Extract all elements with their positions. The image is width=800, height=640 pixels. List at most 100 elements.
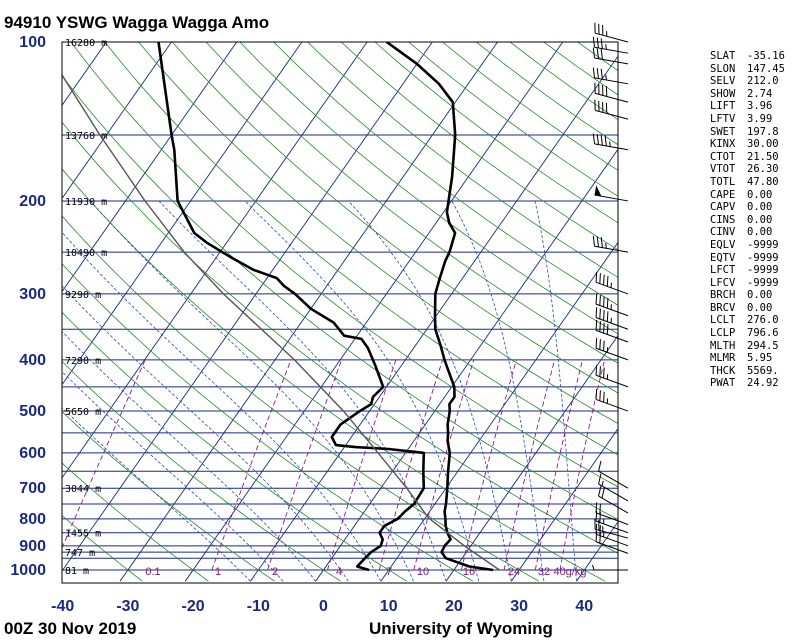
wind-barb-feather [595,388,598,400]
wind-barb-staff [595,303,629,317]
wind-barb-feather [599,308,601,320]
height-label: 9290 m [65,290,101,301]
wind-barb-feather [603,296,605,307]
wind-barb-staff [595,520,629,534]
dry-adiabat [62,462,209,582]
isotherm-line [62,42,238,293]
wind-barb-feather [606,311,609,322]
index-value: 294.5 [747,339,779,352]
wind-barb-half-feather [605,74,607,81]
wind-barb-staff [595,528,629,539]
dewpoint-profile-line [157,42,426,572]
wind-barb-feather [596,48,599,59]
height-label: 747 m [65,548,95,559]
index-value: 3.96 [747,100,773,113]
wind-barb-feather [603,322,605,334]
wind-barb [595,388,629,412]
wind-barb [594,185,629,202]
wind-barb-feather [603,367,605,379]
moist-adiabat [451,200,545,582]
height-label: 11930 m [65,197,107,208]
dry-adiabat [239,42,618,335]
wind-barb-staff [594,77,629,85]
wind-barb-feather [606,275,609,287]
index-row: MLTH 294.5 [710,340,785,353]
index-row: VTOT 26.30 [710,163,785,176]
wind-barb [595,307,629,330]
mixing-ratio-line [62,359,146,550]
temperature-tick-label: -40 [51,598,74,615]
index-key: TOTL [710,175,736,188]
index-key: PWAT [710,377,736,390]
wind-barb-staff [595,533,629,547]
pressure-tick-label: 100 [19,34,46,51]
footer-date: 00Z 30 Nov 2019 [4,619,136,638]
index-row: LFTV 3.99 [710,113,785,126]
stability-indices-panel: SLAT -35.16 SLON 147.45 SELV 212.0 SHOW 2.74 LIF… [710,50,785,390]
wind-barb [595,337,629,361]
index-value: 197.8 [747,125,779,138]
index-key: CAPE [710,188,736,201]
moist-adiabat [534,200,577,582]
index-key: SELV [710,75,736,88]
index-value: 47.80 [747,175,779,188]
moist-adiabat [62,231,382,582]
isotherm-line [250,55,618,582]
index-value: 5569. [747,364,779,377]
wind-barb-feather [599,295,601,306]
wind-barb-feather [603,391,605,403]
chart-title: 94910 YSWG Wagga Wagga Amo [4,13,269,32]
index-row: SLAT -35.16 [710,50,785,63]
wind-barb [595,319,629,343]
index-row: THCK 5569. [710,365,785,378]
wind-barb-half-feather [609,141,611,147]
index-row: TOTL 47.80 [710,176,785,189]
index-key: CINV [710,226,736,239]
wind-barb [595,271,629,295]
wind-barb-feather [599,503,601,515]
isotherm-line [315,148,618,582]
isotherm-line [0,30,49,581]
index-value: 0.00 [747,188,773,201]
mixing-ratio-label: 40g/kg [553,566,586,578]
index-value: 2.74 [747,87,773,100]
index-row: SWET 197.8 [710,126,785,139]
index-key: LIFT [710,100,736,113]
index-row: BRCV 0.00 [710,302,785,315]
wind-barb-half-feather [601,480,604,487]
wind-barb-feather [595,293,598,305]
dry-adiabat [62,168,606,582]
mixing-ratio-line [327,359,397,571]
moist-adiabat [348,200,512,582]
index-row: CINV 0.00 [710,226,785,239]
wind-barb [595,293,629,317]
wind-barb-feather [592,67,596,78]
height-label: 10490 m [65,248,107,259]
height-label: 81 m [65,566,89,577]
index-row: LFCV -9999 [710,277,785,290]
index-value: -9999 [747,276,779,289]
wind-barb-feather [598,485,602,497]
footer-source: University of Wyoming [369,619,553,638]
wind-barb-half-feather [605,243,607,249]
wind-barb [594,99,629,120]
index-row: CAPV 0.00 [710,201,785,214]
index-key: KINX [710,138,736,151]
wind-barb [592,67,629,85]
index-key: LCLP [710,327,736,340]
moist-adiabat [62,285,349,582]
isotherm-line [62,42,173,200]
wind-barb-feather [592,47,596,59]
wind-barb-staff [595,541,629,554]
moist-adiabat [90,200,414,582]
plot-frame [61,41,619,584]
temperature-profile-line [385,42,494,572]
index-value: -9999 [747,251,779,264]
mixing-ratio-label: 24 [508,566,520,578]
index-row: PWAT 24.92 [710,377,785,390]
dry-adiabat [273,42,618,306]
wind-barb [594,82,629,103]
wind-barb-staff [598,470,629,489]
temperature-tick-label: -20 [182,598,205,615]
index-key: MLMR [710,352,736,365]
